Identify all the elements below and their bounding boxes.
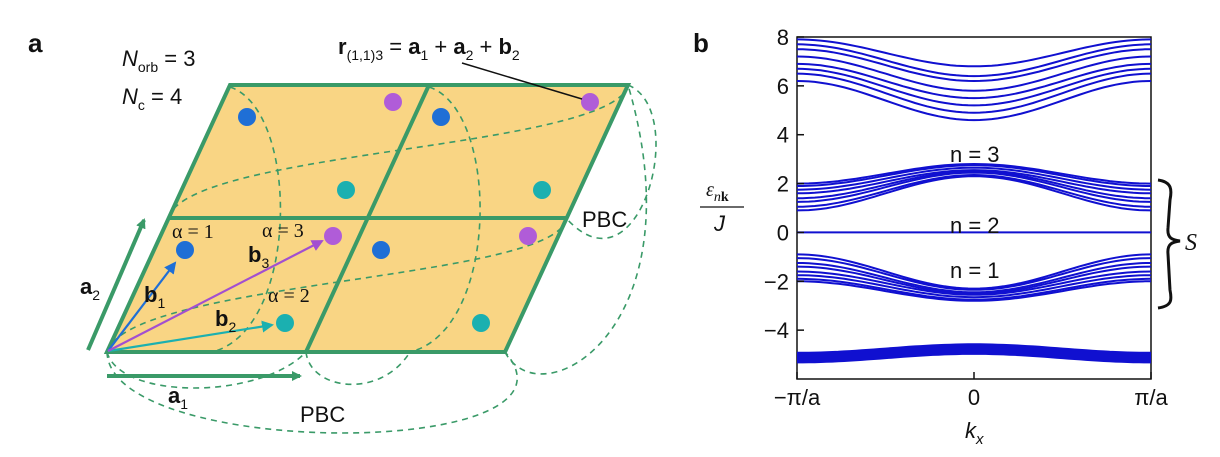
a2-label: a2 bbox=[80, 274, 100, 303]
ylabel-numerator: εnk bbox=[706, 179, 729, 205]
alpha-1-label: α = 1 bbox=[172, 221, 214, 243]
band-label-n3: n = 3 bbox=[950, 142, 1000, 167]
pbc-label-bottom: PBC bbox=[300, 402, 345, 427]
orbital-3-cell-00 bbox=[324, 227, 342, 245]
band-line-1-3 bbox=[797, 169, 1151, 195]
ylabel-denominator: J bbox=[713, 211, 726, 236]
r-pointer-line bbox=[461, 62, 583, 100]
orbital-2-cell-01 bbox=[337, 181, 355, 199]
set-brace bbox=[1157, 178, 1181, 310]
orbital-1-cell-10 bbox=[372, 241, 390, 259]
band-line-1-7 bbox=[796, 175, 1152, 212]
b2-label: b2 bbox=[215, 306, 236, 335]
nc-label: Nc = 4 bbox=[122, 84, 182, 113]
panel-b: b 8 6 4 2 0 −2 −4 −π/a 0 π/a εnk J kx n = 3 n = … bbox=[693, 25, 1197, 448]
pbc-dashed-curves bbox=[106, 84, 657, 434]
band-label-n1: n = 1 bbox=[950, 258, 1000, 283]
band-line-0-0 bbox=[796, 38, 1152, 68]
a2-arrow bbox=[86, 218, 146, 351]
b3-label: b3 bbox=[248, 242, 269, 271]
band-structure bbox=[796, 38, 1152, 364]
xlabel: kx bbox=[965, 418, 984, 448]
a1-label: a1 bbox=[168, 383, 188, 412]
panel-a-label: a bbox=[28, 28, 43, 58]
r-equation: r(1,1)3 = a1 + a2 + b2 bbox=[338, 34, 520, 63]
b1-label: b1 bbox=[144, 282, 165, 311]
b3-arrow bbox=[107, 240, 324, 352]
band-line-1-6 bbox=[796, 173, 1152, 208]
band-line-1-1 bbox=[797, 164, 1151, 187]
y-tick-label: 2 bbox=[777, 172, 789, 197]
x-tick-label: 0 bbox=[968, 385, 980, 410]
orbital-2-cell-11 bbox=[533, 181, 551, 199]
band-line-0-7 bbox=[796, 80, 1152, 122]
orbital-3-cell-10 bbox=[519, 227, 537, 245]
band-line-0-3 bbox=[796, 55, 1152, 92]
x-axis: −π/a 0 π/a bbox=[774, 372, 1169, 410]
band-line-4-7 bbox=[797, 351, 1151, 364]
y-axis: 8 6 4 2 0 −2 −4 bbox=[764, 25, 804, 343]
pbc-label-right: PBC bbox=[582, 207, 627, 232]
panel-a: a bbox=[28, 28, 657, 434]
orbital-2-cell-10 bbox=[472, 314, 490, 332]
orbital-3-cell-01 bbox=[384, 93, 402, 111]
y-tick-label: 0 bbox=[777, 220, 789, 245]
orbital-1-cell-11 bbox=[432, 108, 450, 126]
band-line-3-6 bbox=[796, 277, 1152, 301]
band-line-0-5 bbox=[796, 67, 1152, 107]
band-line-3-1 bbox=[796, 257, 1152, 291]
band-line-0-6 bbox=[796, 72, 1152, 114]
set-label: S bbox=[1185, 230, 1197, 256]
y-tick-label: 8 bbox=[777, 25, 789, 50]
band-line-0-2 bbox=[796, 48, 1152, 83]
band-line-0-4 bbox=[796, 62, 1152, 100]
x-tick-label: −π/a bbox=[774, 385, 821, 410]
orbital-3-cell-11 bbox=[581, 93, 599, 111]
band-line-3-5 bbox=[797, 274, 1151, 299]
y-tick-label: 6 bbox=[777, 74, 789, 99]
y-tick-label: −4 bbox=[764, 318, 789, 343]
alpha-3-label: α = 3 bbox=[262, 220, 304, 242]
band-line-3-7 bbox=[797, 280, 1151, 302]
band-line-0-1 bbox=[796, 43, 1152, 78]
norb-label: Norb = 3 bbox=[122, 46, 195, 75]
band-line-3-3 bbox=[796, 265, 1152, 295]
x-tick-label: π/a bbox=[1134, 385, 1168, 410]
y-tick-label: −2 bbox=[764, 269, 789, 294]
band-line-3-2 bbox=[797, 262, 1151, 294]
band-line-1-5 bbox=[796, 171, 1152, 203]
b2-arrow bbox=[107, 320, 274, 353]
orbital-1-cell-00 bbox=[176, 241, 194, 259]
orbital-2-cell-00 bbox=[276, 314, 294, 332]
band-line-1-0 bbox=[796, 162, 1152, 185]
panel-b-label: b bbox=[693, 28, 709, 58]
band-label-n2: n = 2 bbox=[950, 213, 1000, 238]
band-line-1-4 bbox=[797, 170, 1151, 200]
band-line-3-0 bbox=[796, 253, 1152, 290]
y-tick-label: 4 bbox=[777, 123, 789, 148]
band-line-3-4 bbox=[796, 270, 1152, 296]
band-line-1-2 bbox=[796, 166, 1152, 191]
orbital-1-cell-01 bbox=[238, 108, 256, 126]
alpha-2-label: α = 2 bbox=[268, 285, 310, 307]
b1-arrow bbox=[107, 261, 177, 352]
